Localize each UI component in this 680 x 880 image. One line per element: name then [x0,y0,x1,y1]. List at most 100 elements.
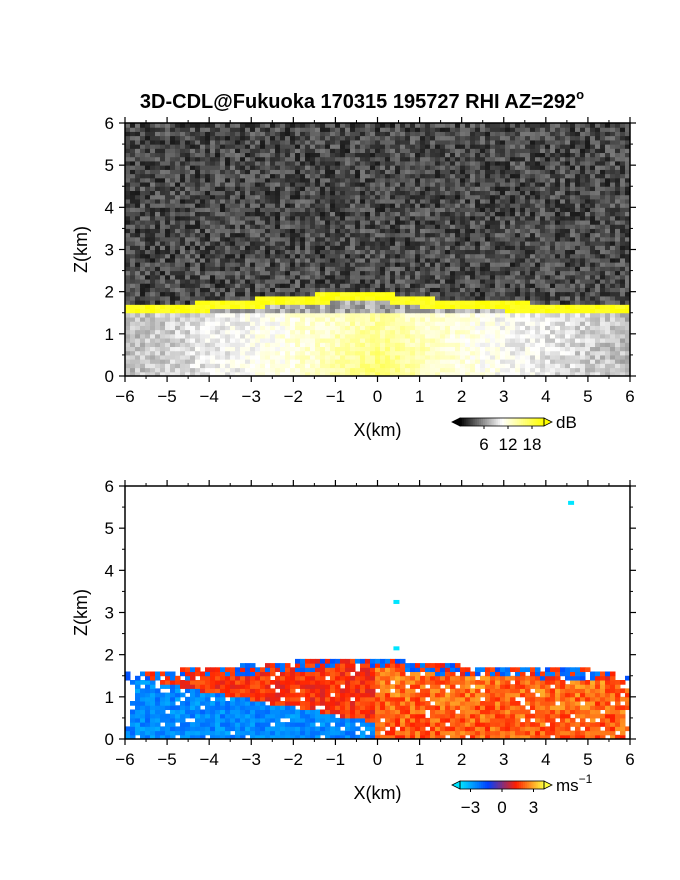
heatmap-cell [455,194,461,200]
heatmap-cell [585,371,591,377]
heatmap-cell [265,215,271,221]
heatmap-cell [365,359,371,364]
heatmap-cell [275,359,281,364]
heatmap-cell [175,266,181,272]
heatmap-cell [330,169,336,175]
heatmap-cell [165,215,171,221]
heatmap-cell [420,333,426,339]
heatmap-cell [445,220,451,225]
heatmap-cell [175,304,181,310]
heatmap-cell [445,354,451,360]
heatmap-cell [550,253,556,259]
heatmap-cell [305,304,311,310]
heatmap-cell [240,274,246,280]
heatmap-cell [305,308,311,314]
heatmap-cell [500,203,506,208]
heatmap-cell [225,308,231,314]
heatmap-cell [130,194,136,200]
heatmap-cell [295,232,301,238]
heatmap-cell [470,266,476,272]
heatmap-cell [195,232,201,238]
heatmap-cell [300,165,306,170]
heatmap-cell [190,367,196,373]
heatmap-cell [140,287,146,293]
heatmap-cell [415,346,421,352]
heatmap-cell [315,354,321,360]
heatmap-cell [620,346,626,352]
heatmap-cell [580,236,586,242]
heatmap-cell [195,274,201,280]
heatmap-cell [245,338,251,343]
heatmap-cell [320,173,326,179]
heatmap-cell [605,257,611,263]
heatmap-cell [450,317,456,322]
heatmap-cell [385,283,391,288]
heatmap-cell [620,203,626,208]
heatmap-cell [550,207,556,213]
heatmap-cell [460,257,466,263]
heatmap-cell [405,262,411,267]
heatmap-cell [615,287,621,293]
heatmap-cell [340,257,346,263]
heatmap-cell [270,329,276,335]
heatmap-cell [450,367,456,373]
heatmap-cell [515,363,521,369]
heatmap-cell [470,333,476,339]
heatmap-cell [470,287,476,293]
heatmap-cell [415,359,421,364]
heatmap-cell [465,190,471,196]
heatmap-cell [490,359,496,364]
heatmap-cell [470,270,476,276]
heatmap-cell [295,228,301,234]
heatmap-cell [390,333,396,339]
heatmap-cell [530,363,536,369]
heatmap-cell [325,220,331,225]
heatmap-cell [355,270,361,276]
heatmap-cell [315,350,321,356]
heatmap-cell [325,283,331,288]
heatmap-cell [535,308,541,314]
heatmap-cell [485,291,491,297]
heatmap-cell [515,203,521,208]
heatmap-cell [465,253,471,259]
heatmap-cell [585,342,591,348]
heatmap-cell [210,182,216,187]
heatmap-cell [540,317,546,322]
heatmap-cell [365,228,371,234]
heatmap-cell [535,279,541,284]
heatmap-cell [580,207,586,213]
heatmap-cell [155,215,161,221]
heatmap-cell [350,359,356,364]
heatmap-cell [435,367,441,373]
heatmap-cell [245,308,251,314]
heatmap-cell [345,283,351,288]
heatmap-cell [200,346,206,352]
heatmap-cell [605,211,611,217]
heatmap-cell [385,333,391,339]
heatmap-cell [160,359,166,364]
heatmap-cell [370,312,376,318]
heatmap-cell [165,279,171,284]
heatmap-cell [205,354,211,360]
heatmap-cell [240,262,246,267]
heatmap-cell [605,279,611,284]
heatmap-cell [305,346,311,352]
heatmap-cell [405,207,411,213]
heatmap-cell [365,177,371,183]
heatmap-cell [410,182,416,187]
heatmap-cell [200,300,206,305]
heatmap-cell [475,346,481,352]
heatmap-cell [530,266,536,272]
heatmap-cell [605,300,611,305]
heatmap-cell [560,329,566,335]
heatmap-cell [560,198,566,204]
heatmap-cell [595,266,601,272]
heatmap-cell [165,211,171,217]
heatmap-cell [335,321,341,326]
heatmap-cell [205,232,211,238]
heatmap-cell [295,346,301,352]
heatmap-cell [570,279,576,284]
heatmap-cell [170,359,176,364]
heatmap-cell [500,169,506,175]
heatmap-cell [285,354,291,360]
